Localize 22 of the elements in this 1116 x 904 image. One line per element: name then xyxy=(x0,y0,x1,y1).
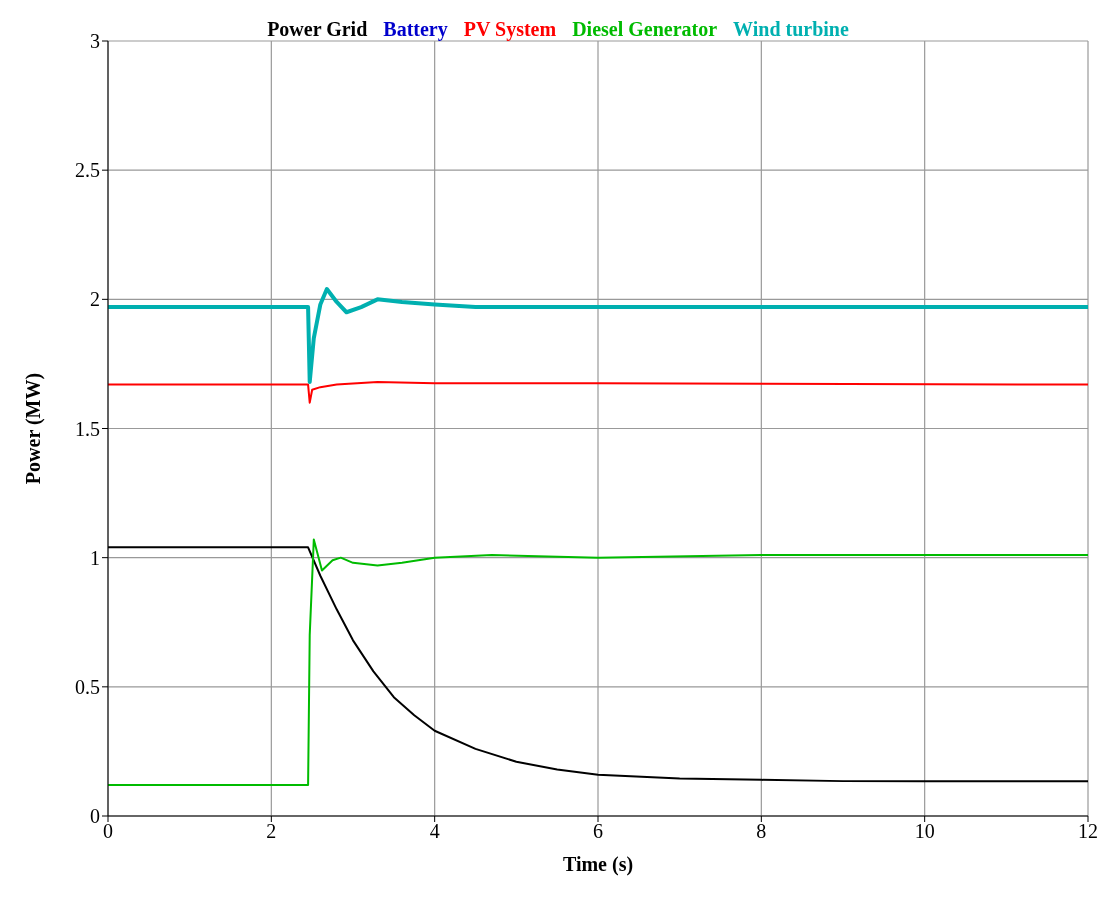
y-tick-label: 2 xyxy=(90,288,100,311)
y-tick-label: 0.5 xyxy=(75,675,100,698)
line-series xyxy=(108,381,1088,404)
text: Wind turbine xyxy=(733,18,849,40)
text: Power Grid xyxy=(267,18,368,40)
y-tick-label: 1.5 xyxy=(75,417,100,440)
legend-label: Battery xyxy=(383,18,448,40)
x-tick-label: 8 xyxy=(756,820,767,843)
y-tick-label: 2.5 xyxy=(75,159,100,182)
x-tick-label: 10 xyxy=(914,820,935,843)
x-tick-label: 12 xyxy=(1078,820,1098,843)
x-tick-label: 6 xyxy=(593,820,603,843)
x-tick-label: 4 xyxy=(429,820,440,843)
y-axis-title: Power (MW) xyxy=(22,372,46,485)
y-tick-label: 3 xyxy=(90,30,100,53)
text: Diesel Generator xyxy=(572,18,718,40)
x-tick-label: 2 xyxy=(266,820,277,843)
text: PV System xyxy=(463,18,557,40)
y-tick-label: 0 xyxy=(90,805,100,828)
y-tick-label: 1 xyxy=(90,546,100,569)
line-series xyxy=(108,287,1088,384)
x-axis-title: Time (s) xyxy=(562,853,634,876)
